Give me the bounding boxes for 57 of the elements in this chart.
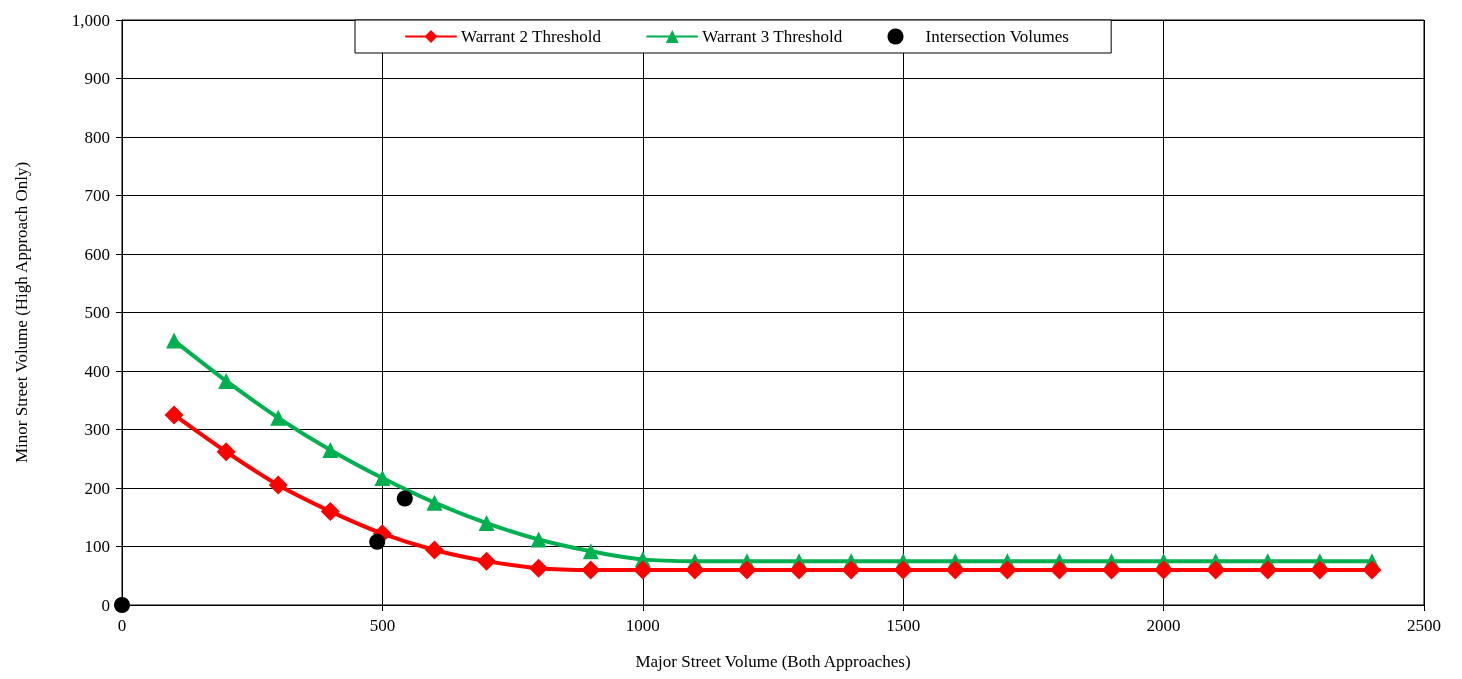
point: [1362, 560, 1382, 580]
point: [685, 560, 705, 580]
point: [1258, 560, 1278, 580]
point: [374, 470, 391, 487]
point: [477, 551, 497, 571]
point: [581, 560, 601, 580]
point: [268, 475, 288, 495]
point: [320, 501, 340, 521]
y-tick-label: 100: [84, 537, 110, 556]
point: [633, 560, 653, 580]
point: [478, 515, 495, 532]
x-tick-label: 2500: [1407, 616, 1441, 635]
point: [1154, 560, 1174, 580]
point: [218, 372, 235, 389]
y-tick-label: 400: [84, 361, 110, 381]
point: [582, 543, 599, 560]
y-tick-label: 0: [101, 595, 110, 615]
point: [1310, 560, 1330, 580]
point: [1206, 560, 1226, 580]
point: [270, 409, 287, 426]
point: [322, 441, 339, 458]
x-tick-label: 0: [117, 616, 127, 635]
point: [216, 442, 236, 462]
x-tick-label: 500: [369, 616, 396, 635]
point: [164, 405, 184, 425]
legend-label: Intersection Volumes: [925, 27, 1069, 46]
point: [789, 560, 809, 580]
point: [424, 540, 444, 560]
legend-label: Warrant 3 Threshold: [702, 27, 843, 46]
y-axis-title: Minor Street Volume (High Approach Only): [12, 161, 31, 464]
y-tick-label: 500: [84, 303, 110, 322]
point: [1102, 560, 1122, 580]
x-tick-label: 1500: [886, 616, 921, 635]
y-tick-label: 700: [84, 186, 110, 205]
point: [369, 533, 386, 550]
x-tick-label: 1000: [625, 616, 660, 635]
y-tick-label: 800: [84, 127, 110, 147]
point: [997, 560, 1017, 580]
point: [529, 558, 549, 578]
y-tick-label: 600: [84, 244, 110, 264]
point: [114, 597, 130, 613]
y-tick-label: 300: [84, 420, 110, 439]
point: [426, 494, 443, 511]
legend-label: Warrant 2 Threshold: [461, 27, 602, 46]
point: [166, 332, 183, 349]
y-tick-label: 1,000: [71, 10, 110, 30]
point: [737, 560, 757, 580]
point: [530, 531, 547, 548]
x-axis-title: Major Street Volume (Both Approaches): [635, 652, 911, 671]
point: [893, 560, 913, 580]
point: [1049, 560, 1069, 580]
x-tick-label: 2000: [1146, 616, 1181, 635]
y-tick-label: 900: [84, 69, 110, 88]
point: [396, 490, 413, 507]
point: [945, 560, 965, 580]
point: [841, 560, 861, 580]
y-tick-label: 200: [84, 478, 110, 498]
